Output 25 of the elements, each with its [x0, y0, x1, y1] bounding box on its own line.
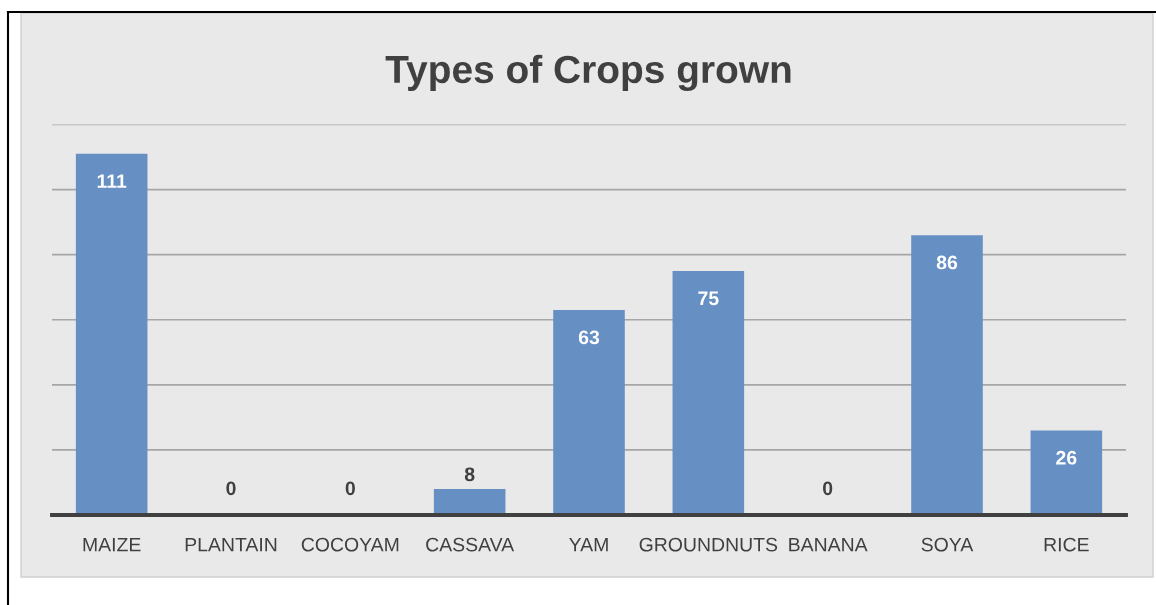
x-tick-label: BANANA	[789, 537, 868, 552]
x-tick-label: CASSAVA	[426, 537, 515, 552]
bar	[75, 153, 148, 515]
x-tick-label: YAM	[569, 537, 608, 552]
x-tick-label: SOYA	[921, 537, 974, 552]
x-tick-label: RICE	[1044, 537, 1089, 552]
data-label: 26	[1056, 450, 1077, 465]
x-tick-label: MAIZE	[83, 537, 141, 552]
bar	[672, 270, 745, 515]
chart-title: Types of Crops grown	[385, 54, 791, 92]
bar	[911, 235, 983, 515]
data-label: 0	[345, 481, 355, 496]
bar	[553, 309, 625, 515]
data-label: 75	[698, 291, 719, 306]
data-label: 86	[936, 255, 958, 270]
data-label: 111	[97, 174, 127, 188]
data-label: 8	[464, 467, 475, 482]
bar	[1030, 430, 1103, 515]
data-label: 0	[823, 481, 833, 496]
data-label: 63	[578, 330, 600, 345]
x-tick-label: COCOYAM	[301, 537, 399, 552]
bar	[433, 488, 506, 515]
x-tick-label: PLANTAIN	[185, 537, 277, 552]
data-label: 0	[226, 481, 236, 496]
x-tick-label: GROUNDNUTS	[639, 537, 778, 552]
